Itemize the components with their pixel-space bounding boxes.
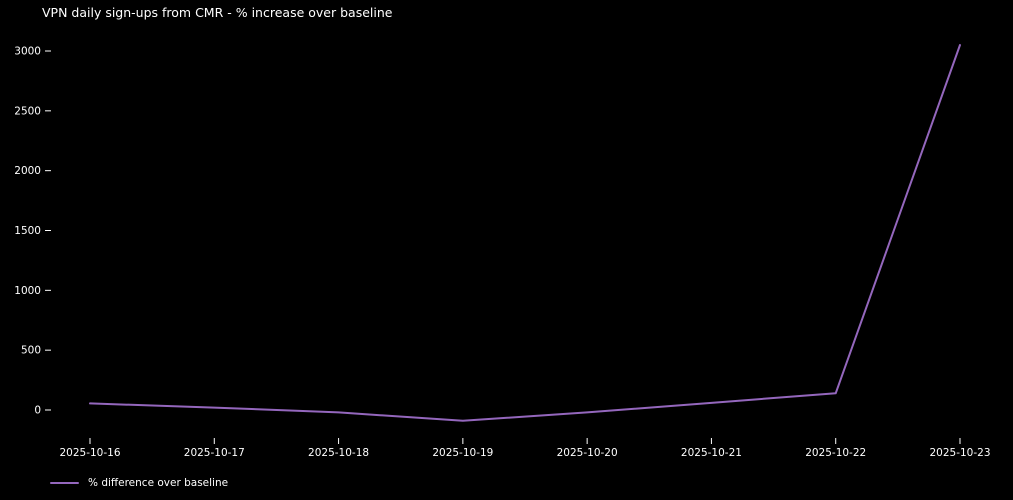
y-tick-label: 3000 (14, 46, 41, 58)
chart-legend: % difference over baseline (50, 477, 228, 489)
x-tick-label: 2025-10-18 (308, 447, 369, 459)
series-line (89, 44, 961, 422)
legend-line-swatch (50, 482, 79, 484)
y-tick-label: 2000 (14, 165, 41, 177)
y-tick-label: 1500 (14, 225, 41, 237)
x-tick-label: 2025-10-19 (432, 447, 493, 459)
y-tick-label: 500 (21, 345, 41, 357)
x-tick-label: 2025-10-17 (184, 447, 245, 459)
x-tick-label: 2025-10-20 (557, 447, 618, 459)
y-tick-label: 1000 (14, 285, 41, 297)
chart-title: VPN daily sign-ups from CMR - % increase… (42, 5, 393, 20)
y-tick-label: 0 (34, 405, 41, 417)
x-tick-label: 2025-10-22 (805, 447, 866, 459)
y-tick-label: 2500 (14, 105, 41, 117)
x-tick-label: 2025-10-21 (681, 447, 742, 459)
legend-label: % difference over baseline (88, 477, 229, 489)
x-tick-label: 2025-10-16 (59, 447, 120, 459)
x-tick-label: 2025-10-23 (929, 447, 990, 459)
